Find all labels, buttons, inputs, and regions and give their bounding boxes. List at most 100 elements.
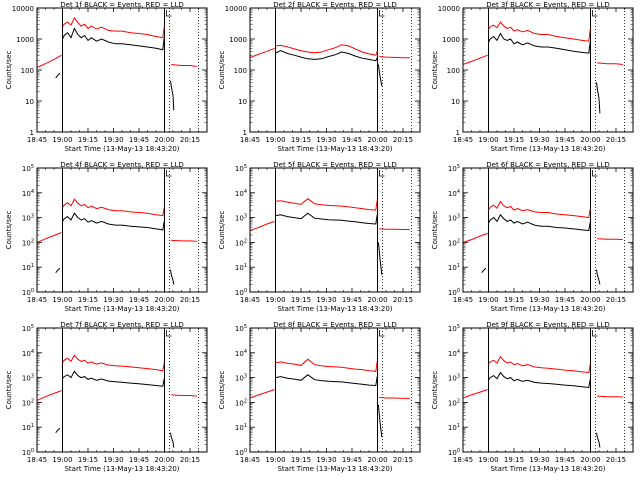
panel-title: Det 8f BLACK = Events, RED = LLD xyxy=(273,321,396,329)
x-tick-label: 19:30 xyxy=(103,456,123,464)
flag-marker xyxy=(379,10,385,17)
x-tick-label: 20:00 xyxy=(367,456,387,464)
series-line-lld xyxy=(275,198,378,211)
panel-8: Det 8f BLACK = Events, RED = LLD 18:45 19:… xyxy=(218,321,421,473)
y-tick-label: 100 xyxy=(22,448,34,457)
y-axis-label: Counts/sec xyxy=(218,51,226,90)
x-tick-label: 19:30 xyxy=(103,136,123,144)
x-tick-label: 19:00 xyxy=(478,296,498,304)
x-tick-label: 18:45 xyxy=(240,136,260,144)
x-tick-label: 18:45 xyxy=(27,456,47,464)
plot-frame xyxy=(36,167,208,293)
series-line-lld xyxy=(597,395,623,398)
x-tick-label: 19:00 xyxy=(52,136,72,144)
panel-7: Det 7f BLACK = Events, RED = LLD 18:45 19:… xyxy=(5,321,208,473)
x-axis-label: Start Time (13-May-13 18:43:20) xyxy=(64,465,179,473)
x-tick-label: 20:15 xyxy=(393,136,413,144)
x-tick-label: 20:15 xyxy=(606,456,626,464)
x-tick-label: 19:30 xyxy=(529,296,549,304)
x-tick-label: 19:15 xyxy=(78,136,98,144)
series-line-events xyxy=(62,212,165,231)
y-tick-label: 1 xyxy=(456,129,460,137)
series-line-lld xyxy=(171,239,197,242)
x-tick-label: 19:00 xyxy=(478,456,498,464)
y-axis-label: Counts/sec xyxy=(218,211,226,250)
y-tick-label: 10 xyxy=(25,98,34,106)
plot-frame xyxy=(462,167,634,293)
y-tick-label: 10 xyxy=(238,98,247,106)
y-tick-label: 101 xyxy=(22,423,34,432)
x-tick-label: 19:00 xyxy=(265,136,285,144)
series-line-lld xyxy=(462,54,488,65)
x-tick-label: 18:45 xyxy=(27,136,47,144)
y-tick-label: 105 xyxy=(235,164,247,173)
panel-title: Det 1f BLACK = Events, RED = LLD xyxy=(60,1,183,9)
x-tick-label: 19:30 xyxy=(316,136,336,144)
y-tick-label: 101 xyxy=(448,263,460,272)
y-tick-label: 1000 xyxy=(229,36,247,44)
y-tick-label: 100 xyxy=(22,288,34,297)
panel-4: Det 4f BLACK = Events, RED = LLD 18:45 19:… xyxy=(5,161,208,313)
x-tick-label: 18:45 xyxy=(27,296,47,304)
series-line-lld xyxy=(62,354,165,372)
x-tick-label: 18:45 xyxy=(240,456,260,464)
x-tick-label: 19:15 xyxy=(291,456,311,464)
x-tick-label: 20:15 xyxy=(393,296,413,304)
series-line-events xyxy=(488,371,591,389)
y-tick-label: 101 xyxy=(235,423,247,432)
series-line-lld xyxy=(36,232,62,243)
panel-5: Det 5f BLACK = Events, RED = LLD 18:45 19:… xyxy=(218,161,421,313)
x-tick-label: 20:15 xyxy=(180,456,200,464)
series-line-lld xyxy=(379,228,410,230)
series-line-events xyxy=(275,50,378,62)
x-tick-label: 20:15 xyxy=(606,136,626,144)
panel-3: Det 3f BLACK = Events, RED = LLD 18:45 19:… xyxy=(431,1,634,153)
y-tick-label: 102 xyxy=(235,398,247,407)
y-tick-label: 102 xyxy=(22,398,34,407)
series-line-events xyxy=(275,212,378,225)
series-line-lld xyxy=(62,16,165,39)
x-tick-label: 19:30 xyxy=(103,296,123,304)
series-line-lld xyxy=(488,21,591,42)
series-line-lld xyxy=(36,54,62,68)
panel-6: Det 6f BLACK = Events, RED = LLD 18:45 19:… xyxy=(431,161,634,313)
x-tick-label: 19:15 xyxy=(291,136,311,144)
x-tick-label: 20:00 xyxy=(154,296,174,304)
plot-frame xyxy=(462,7,634,133)
y-tick-label: 103 xyxy=(235,214,247,223)
y-tick-label: 101 xyxy=(22,263,34,272)
y-tick-label: 104 xyxy=(448,189,460,198)
y-axis-label: Counts/sec xyxy=(5,211,13,250)
x-tick-label: 19:00 xyxy=(478,136,498,144)
y-tick-label: 104 xyxy=(448,349,460,358)
y-tick-label: 10000 xyxy=(438,5,460,13)
x-tick-label: 18:45 xyxy=(453,456,473,464)
y-tick-label: 105 xyxy=(448,164,460,173)
y-tick-label: 10000 xyxy=(12,5,34,13)
series-line-lld xyxy=(488,200,591,219)
x-tick-label: 20:15 xyxy=(180,136,200,144)
y-tick-label: 105 xyxy=(22,164,34,173)
x-tick-label: 19:00 xyxy=(265,296,285,304)
x-tick-label: 18:45 xyxy=(453,136,473,144)
series-line-lld xyxy=(249,47,275,59)
x-tick-label: 19:30 xyxy=(316,296,336,304)
series-line-lld xyxy=(379,56,410,59)
plot-frame xyxy=(249,167,421,293)
x-tick-label: 19:45 xyxy=(129,456,149,464)
series-line-events xyxy=(55,427,61,434)
panel-title: Det 4f BLACK = Events, RED = LLD xyxy=(60,161,183,169)
x-tick-label: 20:00 xyxy=(367,136,387,144)
x-axis-label: Start Time (13-May-13 18:43:20) xyxy=(277,305,392,313)
series-line-lld xyxy=(597,62,623,65)
y-tick-label: 103 xyxy=(22,214,34,223)
series-line-lld xyxy=(597,238,623,241)
panel-title: Det 2f BLACK = Events, RED = LLD xyxy=(273,1,396,9)
series-line-lld xyxy=(462,232,488,243)
y-tick-label: 100 xyxy=(21,67,34,75)
series-line-lld xyxy=(462,389,488,399)
series-line-events xyxy=(596,82,601,114)
y-tick-label: 100 xyxy=(235,448,247,457)
x-tick-label: 20:15 xyxy=(180,296,200,304)
